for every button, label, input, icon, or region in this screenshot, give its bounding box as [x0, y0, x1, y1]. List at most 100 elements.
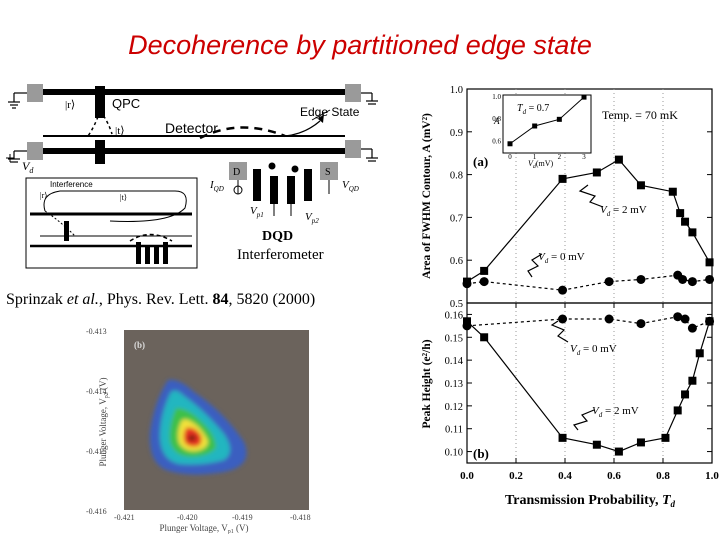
inset-td-label: Td = 0.7 — [517, 103, 549, 116]
contour-xtick: -0.421 — [114, 513, 135, 522]
contour-ytick: -0.414 — [86, 387, 107, 396]
data-point — [636, 181, 645, 190]
contour-panel-label: (b) — [134, 340, 145, 350]
ground-symbol — [8, 92, 378, 163]
series-line — [466, 158, 711, 283]
series-line — [466, 320, 711, 453]
vp1-label: Vp1 — [250, 205, 264, 219]
vd-label: Vd — [22, 159, 34, 175]
series-line — [466, 316, 710, 329]
inset-interference-label: Interference — [50, 180, 93, 189]
device-schematic: |r⟩ |t⟩ QPC Detector Edge State Vd D S I… — [6, 84, 378, 269]
series-label-2mv-a: Vd = 2 mV — [600, 204, 647, 218]
edge-state-device: |r⟩ |t⟩ QPC Detector Edge State Vd — [6, 84, 378, 175]
data-point — [604, 314, 614, 324]
y-tick-label: 0.10 — [445, 448, 463, 459]
y-tick-label: 0.7 — [450, 213, 463, 224]
chart-a-panel-label: (a) — [473, 154, 488, 169]
inset-t-ket: |t⟩ — [120, 193, 127, 202]
contour-ylabel: Plunger Voltage, Vp2 (V) — [98, 377, 110, 466]
qpc-gate-bottom — [95, 140, 105, 164]
y-tick-label: 0.16 — [445, 310, 463, 321]
x-tick-label: 1.0 — [705, 470, 719, 482]
data-point — [678, 274, 688, 284]
x-tick-label: 0.0 — [460, 470, 474, 482]
data-point — [681, 390, 690, 399]
vqd-label: VQD — [342, 179, 359, 193]
data-point — [558, 285, 568, 295]
inset-series — [507, 94, 587, 147]
data-point — [705, 274, 715, 284]
inset-x-tick: 1 — [533, 153, 537, 161]
contour-xlabel: Plunger Voltage, Vp1 (V) — [159, 523, 248, 534]
data-point — [688, 228, 697, 237]
data-point — [688, 376, 697, 385]
chart-peak-panel: 0.100.110.120.130.140.150.16 0.0 0.2 0.4 0.… — [421, 302, 719, 509]
r-ket-label: |r⟩ — [65, 99, 75, 111]
inset-point — [507, 141, 513, 147]
chart-b-ylabel: Peak Height (e²/h) — [421, 339, 433, 428]
y-tick-label: 0.11 — [445, 425, 463, 436]
data-point — [673, 406, 682, 415]
series-line — [466, 274, 710, 291]
data-point — [558, 174, 567, 183]
squiggle-arrow-2mv-b — [572, 409, 595, 431]
x-tick-label: 0.2 — [509, 470, 523, 482]
data-point — [592, 168, 601, 177]
data-point — [614, 447, 623, 456]
dqd-label: DQD — [262, 229, 293, 244]
squiggle-arrow-0mv-b — [550, 320, 569, 343]
x-tick-label: 0.8 — [656, 470, 670, 482]
chart-area-panel: 0.5 0.6 0.7 0.8 0.9 1.0 Area of FWHM Contour,… — [421, 85, 715, 310]
data-point — [480, 266, 489, 275]
contact-top-left — [27, 84, 43, 102]
chart-b-frame — [466, 302, 713, 464]
citation: Sprinzak et al., Phys. Rev. Lett. 84, 58… — [6, 291, 316, 308]
chart-a-ylabel: Area of FWHM Contour, A (mV²) — [421, 113, 433, 279]
data-point — [463, 317, 471, 326]
data-point — [680, 314, 690, 324]
contour-ytick: -0.413 — [86, 327, 107, 336]
data-point — [636, 438, 645, 447]
x-tick-label: 0.4 — [558, 470, 572, 482]
series-label-2mv-b: Vd = 2 mV — [592, 405, 639, 419]
data-point — [636, 319, 646, 329]
inset-x-tick: 0 — [508, 153, 512, 161]
data-point — [462, 279, 472, 289]
dqd-device: D S IQD VQD Vp1 Vp2 DQD Interferometer — [209, 162, 359, 263]
data-point — [479, 277, 489, 287]
t-ket-label: |t⟩ — [115, 125, 125, 137]
chart-b-x-ticks: 0.0 0.2 0.4 0.6 0.8 1.0 — [460, 303, 719, 482]
chart-a-inset: Td = 0.7 A Vd(mV) 0 1 2 3 0.6 0.8 1.0 — [492, 93, 592, 170]
y-tick-label: 0.13 — [445, 379, 463, 390]
series-label-0mv-a: Vd = 0 mV — [538, 251, 585, 265]
source-contact — [320, 162, 338, 180]
d-label: D — [233, 167, 240, 178]
y-tick-label: 0.14 — [445, 356, 464, 367]
temperature-annotation: Temp. = 70 mK — [602, 108, 678, 122]
x-tick-label: 0.6 — [607, 470, 621, 482]
inset-x-tick: 2 — [558, 153, 562, 161]
data-point — [558, 314, 568, 324]
inset-ylabel: A — [493, 116, 500, 126]
contour-x-ticks: -0.421 -0.420 -0.419 -0.418 — [114, 513, 311, 522]
y-tick-label: 0.6 — [450, 256, 463, 267]
iqd-label: IQD — [209, 179, 224, 193]
contour-y-ticks: -0.413 -0.414 -0.415 -0.416 — [86, 327, 107, 516]
data-point — [681, 217, 690, 226]
data-point — [661, 433, 670, 442]
chart-b-series — [462, 312, 715, 456]
slide-title: Decoherence by partitioned edge state — [128, 30, 592, 60]
contour-ytick: -0.416 — [86, 507, 107, 516]
data-point — [636, 274, 646, 284]
data-point — [687, 323, 697, 333]
chart-b-panel-label: (b) — [473, 446, 489, 461]
edge-state-label: Edge State — [300, 105, 360, 119]
drain-contact — [229, 162, 247, 180]
data-point — [705, 258, 714, 267]
contact-top-right — [345, 84, 361, 102]
contour-xtick: -0.418 — [290, 513, 311, 522]
inset-ticks: 0 1 2 3 0.6 0.8 1.0 — [492, 93, 586, 161]
chart-b-y-ticks: 0.10 0.11 0.12 0.13 0.14 0.15 0.16 — [445, 310, 712, 459]
inset-x-tick: 3 — [582, 153, 586, 161]
